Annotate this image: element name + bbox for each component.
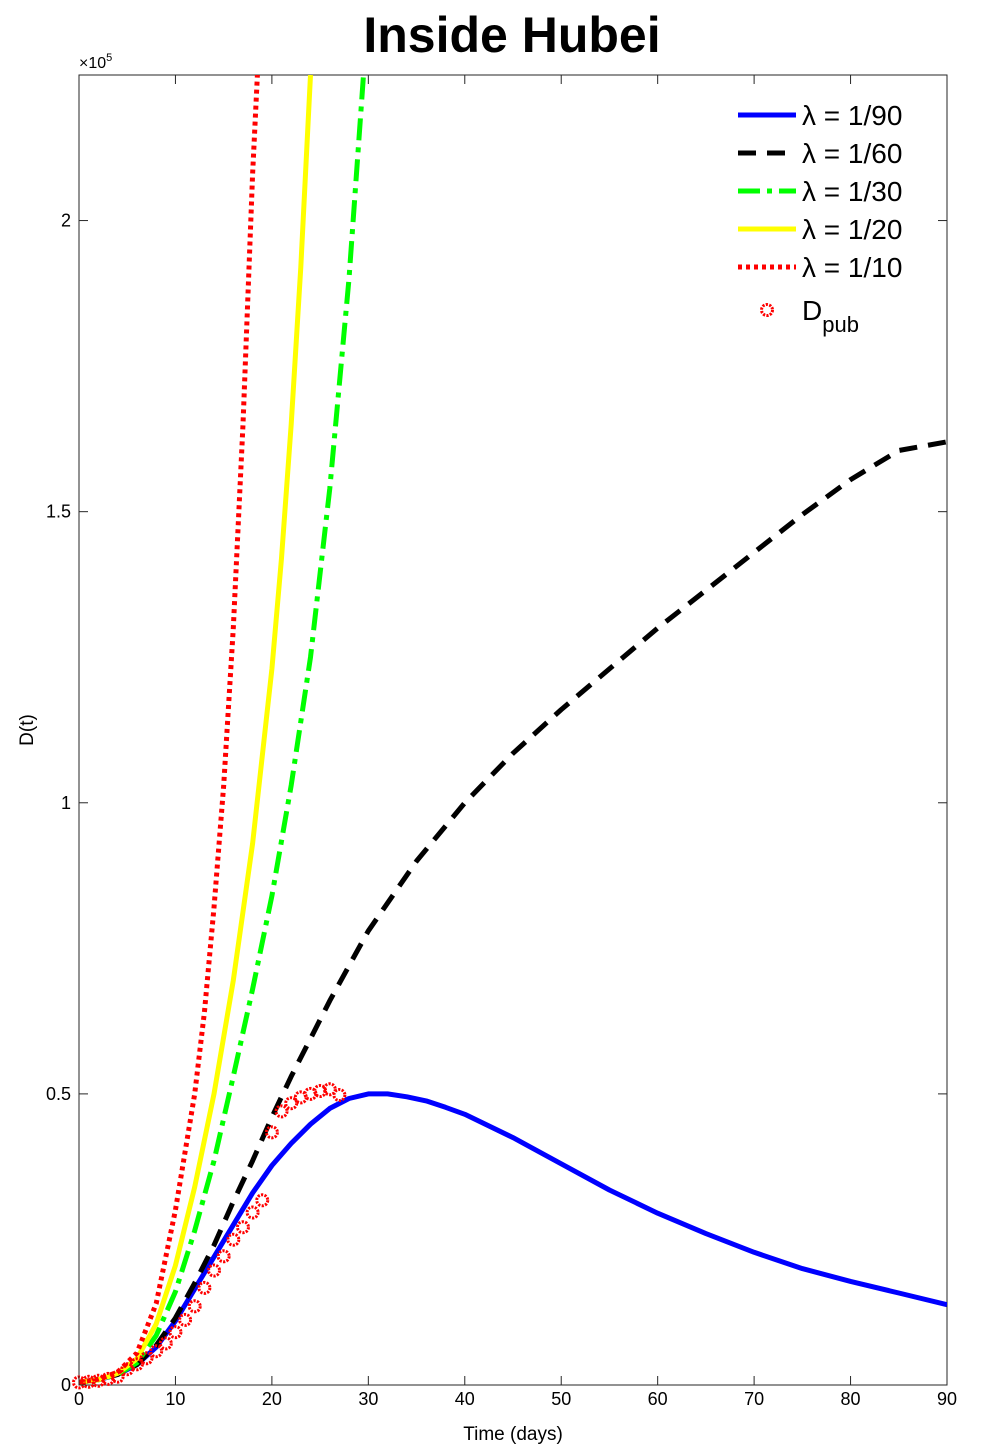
x-tick-label: 80 <box>841 1389 861 1409</box>
observed-marker <box>178 1312 193 1327</box>
axes-layer: 0 10 20 30 40 50 60 70 80 90 0 0.5 1 1.5 2 <box>46 75 957 1409</box>
x-tick-label: 20 <box>262 1389 282 1409</box>
curves-layer <box>79 75 947 1385</box>
observed-marker <box>110 1369 125 1384</box>
observed-marker <box>284 1096 299 1111</box>
y-exponent-label: ×105 <box>79 52 112 72</box>
chart-title: Inside Hubei <box>363 7 660 63</box>
observed-marker <box>139 1351 154 1366</box>
observed-marker <box>129 1357 144 1372</box>
observed-markers-layer <box>72 1082 347 1390</box>
x-tick-label: 50 <box>551 1389 571 1409</box>
plot-area <box>78 74 948 1386</box>
legend-label-5: λ = 1/10 <box>802 252 902 283</box>
observed-marker <box>293 1090 308 1105</box>
observed-marker <box>322 1082 337 1097</box>
observed-marker <box>149 1344 164 1359</box>
observed-marker <box>255 1193 270 1208</box>
legend: λ = 1/90 λ = 1/60 λ = 1/30 λ = 1/20 λ = 1/10… <box>738 100 902 337</box>
x-tick-label: 40 <box>455 1389 475 1409</box>
y-tick-label: 0.5 <box>46 1084 71 1104</box>
legend-label-3: λ = 1/30 <box>802 176 902 207</box>
y-axis-label: D(t) <box>17 714 38 746</box>
legend-label-1: λ = 1/90 <box>802 100 902 131</box>
legend-label-2: λ = 1/60 <box>802 138 902 169</box>
observed-marker <box>197 1280 212 1295</box>
observed-marker <box>264 1125 279 1140</box>
y-tick-label: 1.5 <box>46 502 71 522</box>
x-axis-label: Time (days) <box>463 1424 563 1445</box>
x-tick-label: 0 <box>74 1389 84 1409</box>
observed-marker <box>235 1220 250 1235</box>
y-tick-label: 2 <box>61 211 71 231</box>
x-tick-label: 10 <box>165 1389 185 1409</box>
legend-marker-observed <box>760 303 774 317</box>
x-tick-label: 30 <box>358 1389 378 1409</box>
series-line-4 <box>79 75 313 1385</box>
observed-marker <box>332 1088 347 1103</box>
observed-marker <box>226 1232 241 1247</box>
series-line-2 <box>79 439 947 1385</box>
observed-marker <box>216 1249 231 1264</box>
legend-label-4: λ = 1/20 <box>802 214 902 245</box>
legend-label-observed: Dpub <box>802 295 859 337</box>
y-tick-label: 0 <box>61 1375 71 1395</box>
observed-marker <box>187 1299 202 1314</box>
x-tick-label: 60 <box>648 1389 668 1409</box>
observed-marker <box>303 1086 318 1101</box>
observed-marker <box>158 1336 173 1351</box>
observed-marker <box>274 1104 289 1119</box>
x-tick-label: 70 <box>744 1389 764 1409</box>
observed-marker <box>245 1205 260 1220</box>
observed-marker <box>207 1263 222 1278</box>
series-line-5 <box>79 75 260 1385</box>
observed-marker <box>168 1325 183 1340</box>
x-tick-label: 90 <box>937 1389 957 1409</box>
y-tick-label: 1 <box>61 793 71 813</box>
